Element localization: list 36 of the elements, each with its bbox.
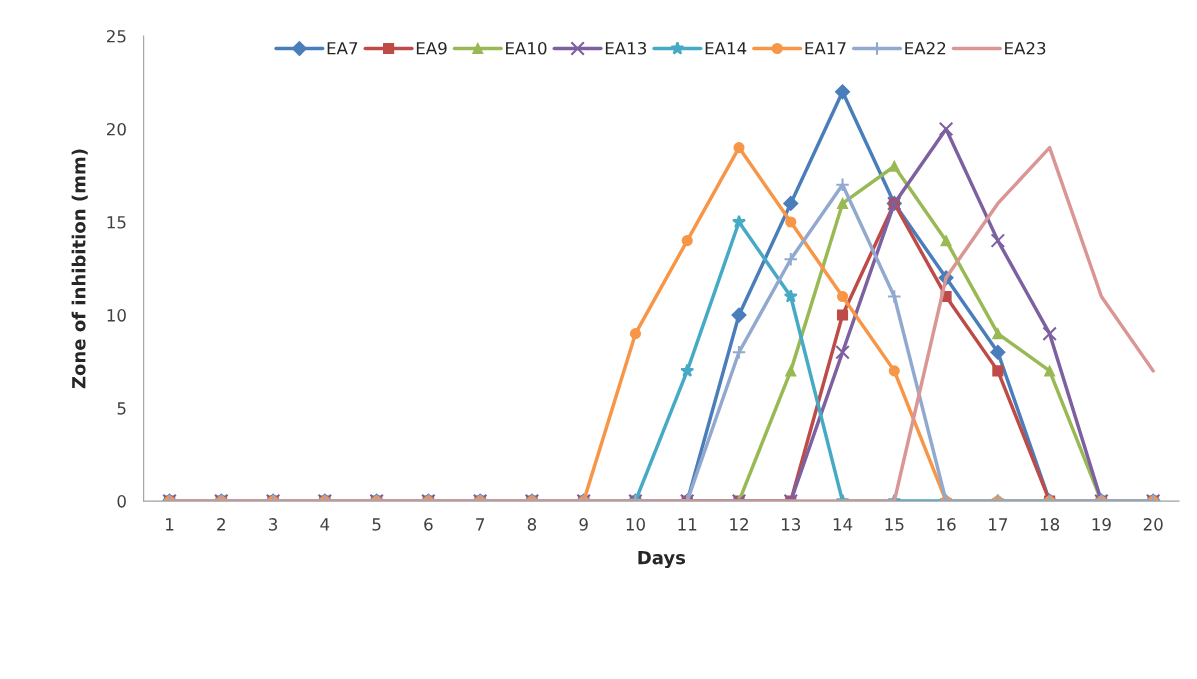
legend-label: EA7 [327,42,358,55]
x-tick-label: 6 [424,518,433,531]
y-tick-label: 15 [107,216,126,229]
x-tick-label: 11 [678,518,697,531]
legend-label: EA10 [506,41,547,55]
x-tick-label: 2 [217,518,225,531]
y-tick-label: 20 [106,122,126,136]
x-tick-label: 14 [833,518,853,531]
legend-label: EA23 [1005,41,1046,55]
y-tick-label: 25 [106,29,126,43]
x-tick-label: 18 [1040,518,1060,531]
legend-label: EA17 [805,42,846,55]
x-tick-label: 17 [989,518,1008,531]
legend-label: EA14 [705,42,747,55]
legend-label: EA13 [605,41,647,55]
legend-label: EA22 [905,41,946,55]
x-tick-label: 8 [527,518,537,531]
x-tick-label: 10 [626,518,645,531]
y-axis-title: Zone of inhibition (mm) [71,149,88,389]
x-tick-label: 16 [937,518,956,531]
y-tick-label: 5 [117,402,126,415]
x-tick-label: 9 [579,518,588,531]
legend-label: EA9 [416,41,447,55]
x-tick-label: 7 [476,518,485,531]
x-tick-label: 4 [320,518,330,531]
x-tick-label: 13 [781,518,801,531]
x-tick-label: 5 [372,518,381,531]
x-tick-label: 1 [166,518,174,531]
y-tick-label: 10 [107,309,126,322]
x-tick-label: 3 [269,518,278,531]
x-tick-label: 12 [730,518,748,531]
x-tick-label: 19 [1092,518,1111,531]
x-tick-label: 20 [1143,518,1163,531]
x-tick-label: 15 [885,518,904,531]
x-axis-title: Days [638,550,686,569]
y-tick-label: 0 [117,495,126,508]
